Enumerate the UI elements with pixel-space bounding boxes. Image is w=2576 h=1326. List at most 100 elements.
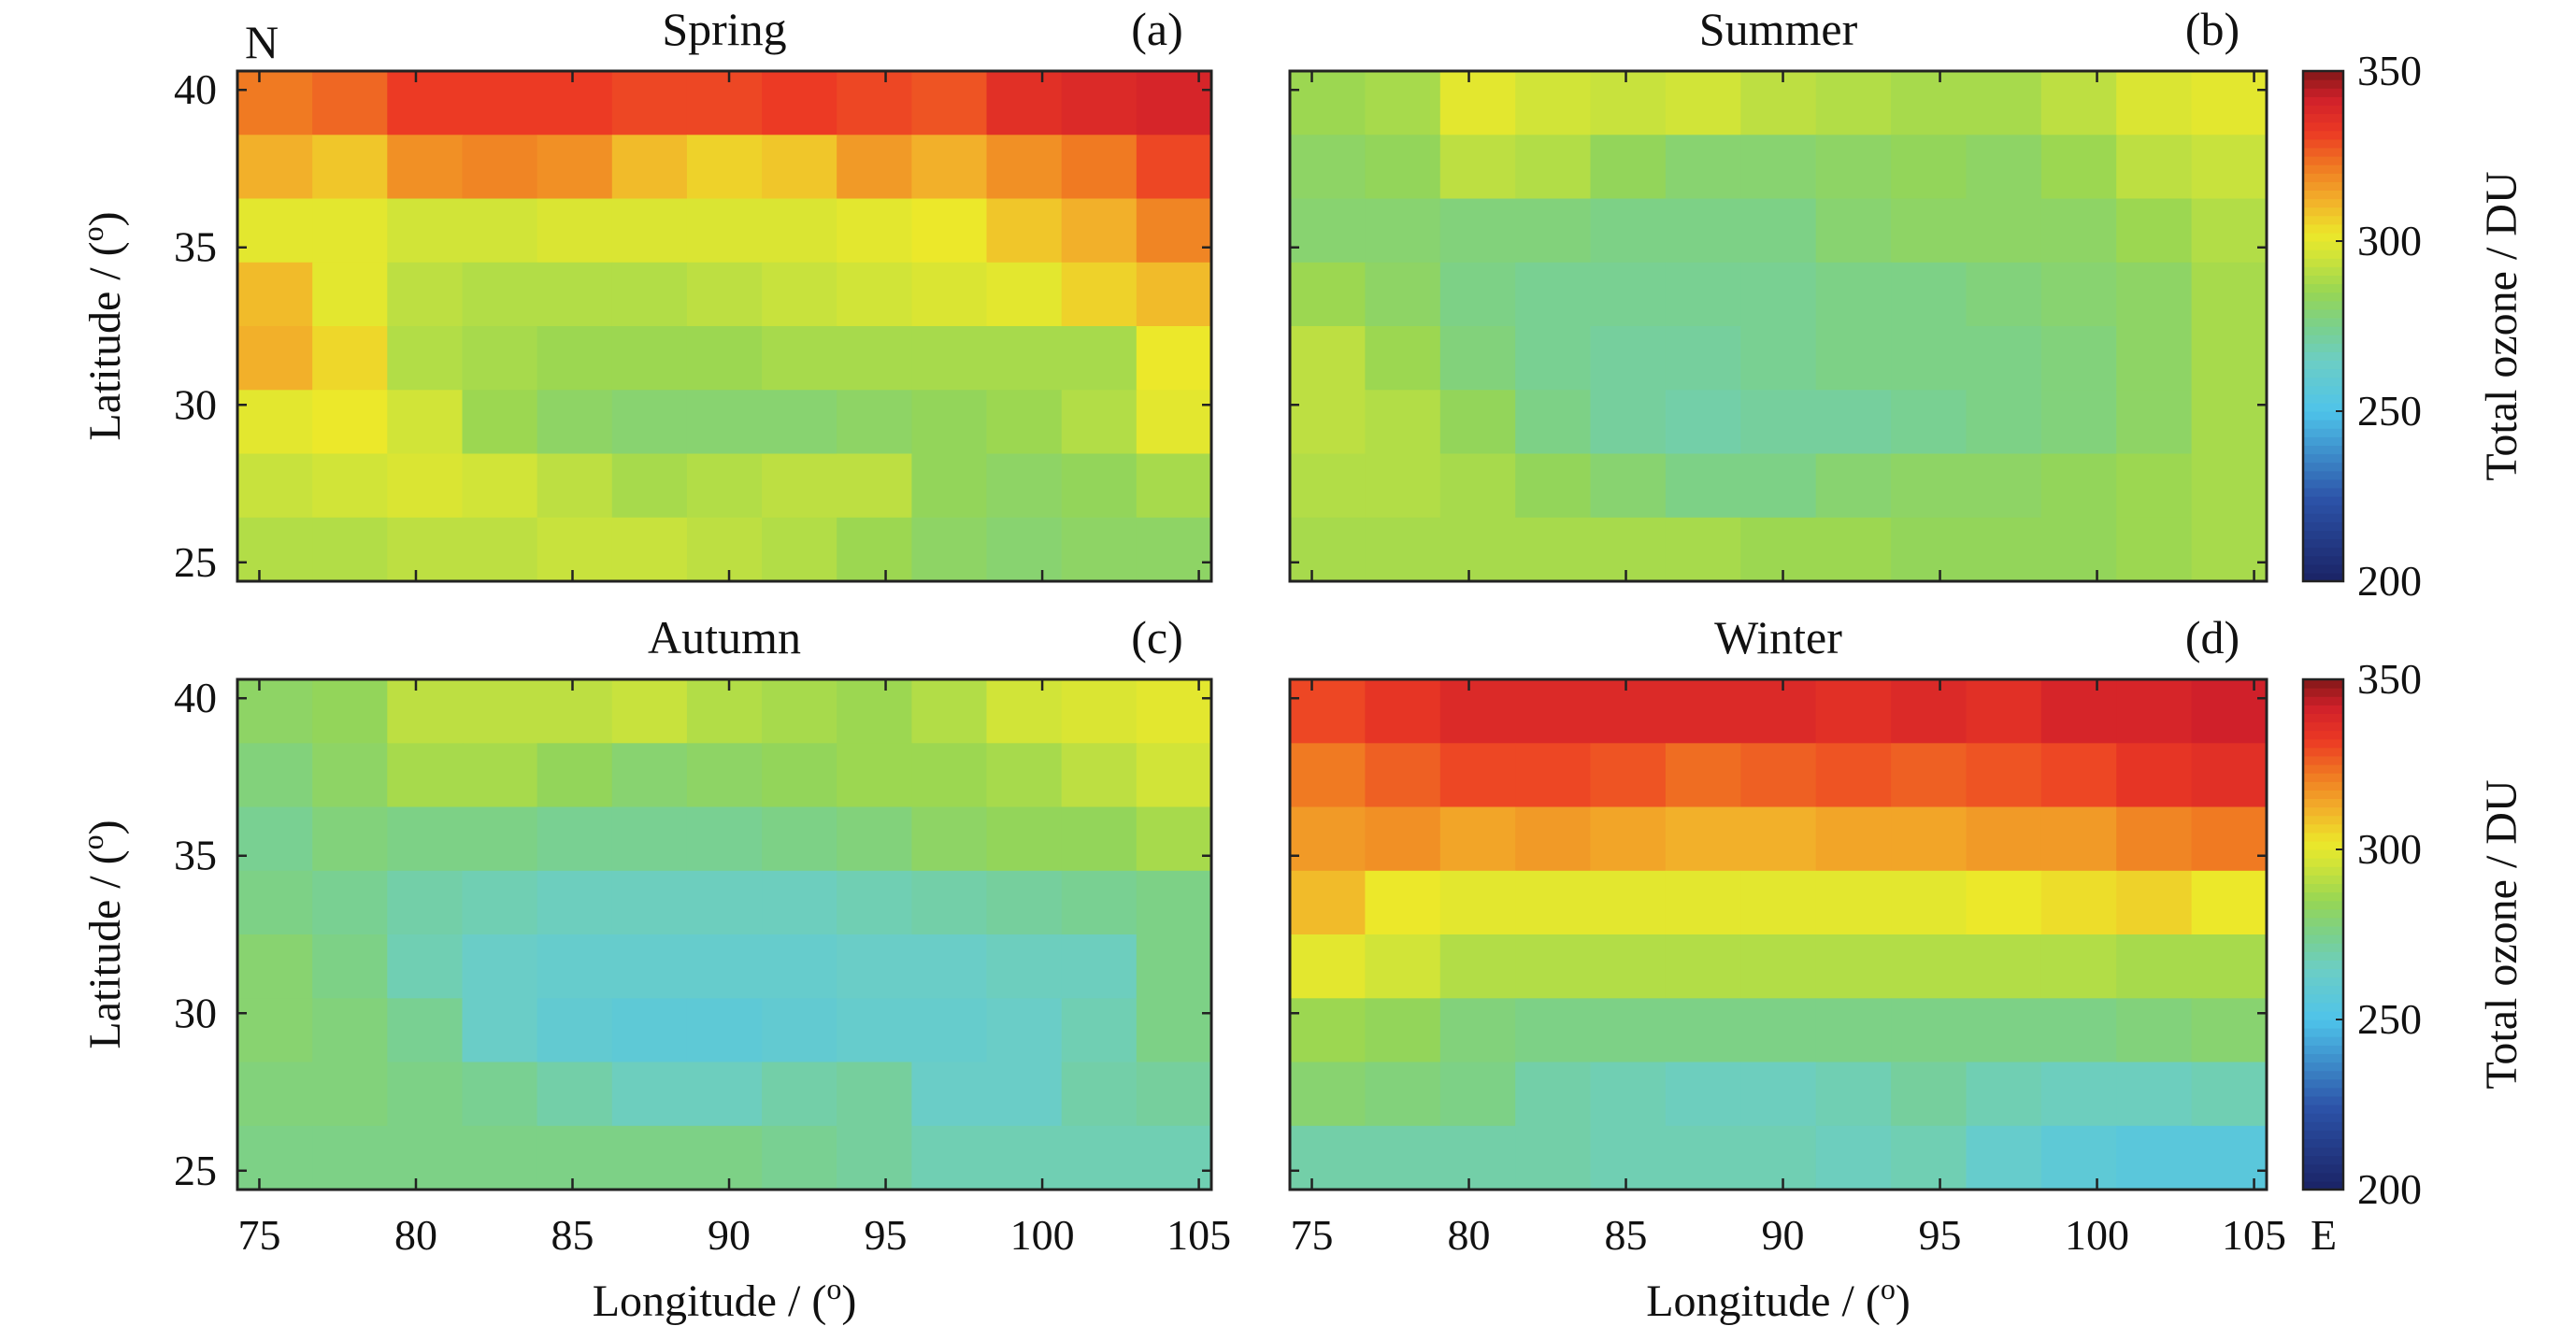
- colorbar-segment: [2303, 232, 2343, 242]
- colorbar-frame: [2301, 69, 2345, 583]
- heatmap-cell: [1665, 1125, 1741, 1191]
- heatmap-cell: [686, 198, 763, 264]
- heatmap-cell: [1136, 390, 1212, 455]
- colorbar-segment: [2303, 1070, 2343, 1080]
- colorbar-segment: [2303, 849, 2343, 859]
- heatmap-cell: [837, 743, 912, 808]
- heatmap-cell: [387, 870, 464, 935]
- heatmap-cell: [237, 135, 313, 200]
- heatmap-cell: [387, 71, 464, 135]
- heatmap-cell: [611, 262, 688, 327]
- heatmap-cell: [312, 870, 388, 935]
- heatmap-cell: [762, 870, 837, 935]
- heatmap-cell: [1966, 517, 2042, 582]
- heatmap-cell: [237, 390, 313, 455]
- heatmap-cell: [911, 517, 988, 582]
- heatmap-cell: [387, 198, 464, 264]
- heatmap-cell: [237, 679, 313, 744]
- colorbar-segment: [2303, 190, 2343, 200]
- heatmap-cell: [986, 679, 1063, 744]
- heatmap-cell: [2191, 679, 2268, 744]
- colorbar-tick-label: 350: [2357, 655, 2422, 703]
- heatmap-cell: [462, 679, 538, 744]
- heatmap-cell: [1136, 135, 1212, 200]
- heatmap-cell: [1966, 1125, 2042, 1191]
- heatmap-cell: [1439, 998, 1516, 1063]
- x-tick-label: 90: [708, 1211, 751, 1259]
- heatmap-cell: [1365, 870, 1441, 935]
- heatmap-cell: [1365, 1062, 1441, 1127]
- heatmap-cell: [2116, 679, 2193, 744]
- heatmap-cell: [1665, 326, 1741, 391]
- heatmap-cell: [2191, 390, 2268, 455]
- heatmap-cell: [1515, 326, 1592, 391]
- heatmap-cell: [2040, 71, 2117, 135]
- heatmap-cell: [1815, 390, 1892, 455]
- heatmap-cell: [1665, 517, 1741, 582]
- heatmap-cell: [237, 198, 313, 264]
- heatmap-cell: [1590, 390, 1667, 455]
- heatmap-cell: [462, 870, 538, 935]
- heatmap-cell: [611, 390, 688, 455]
- heatmap-cell: [911, 198, 988, 264]
- colorbar-segment: [2303, 1036, 2343, 1046]
- heatmap-cell: [837, 390, 912, 455]
- heatmap-cell: [1061, 1062, 1138, 1127]
- heatmap-cell: [1365, 679, 1441, 744]
- heatmap-cell: [312, 198, 388, 264]
- heatmap-cell: [537, 870, 613, 935]
- heatmap-cell: [462, 135, 538, 200]
- heatmap-cell: [1515, 453, 1592, 519]
- panel-title: Summer: [1699, 3, 1858, 55]
- colorbar-segment: [2303, 368, 2343, 378]
- heatmap-cell: [1290, 934, 1366, 999]
- y-tick-label: 30: [174, 989, 217, 1036]
- heatmap-cell: [986, 390, 1063, 455]
- colorbar-segment: [2303, 1019, 2343, 1029]
- heatmap-cell: [1966, 743, 2042, 808]
- heatmap-cell: [2040, 870, 2117, 935]
- heatmap-cell: [1966, 870, 2042, 935]
- heatmap-cell: [2116, 870, 2193, 935]
- colorbar-segment: [2303, 1180, 2343, 1191]
- heatmap-cell: [1136, 934, 1212, 999]
- colorbar-segment: [2303, 377, 2343, 387]
- plot-frame: [236, 677, 1213, 1191]
- heatmap-cell: [312, 517, 388, 582]
- x-axis-label: Longitude / (o): [593, 1272, 857, 1326]
- heatmap-cell: [1365, 326, 1441, 391]
- y-tick-label: 40: [174, 65, 217, 113]
- heatmap-cell: [762, 998, 837, 1063]
- heatmap-cell: [1740, 806, 1817, 872]
- heatmap-cell: [1439, 262, 1516, 327]
- heatmap-cell: [1515, 1125, 1592, 1191]
- heatmap-cell: [911, 934, 988, 999]
- heatmap-cell: [837, 870, 912, 935]
- heatmap-cell: [1136, 679, 1212, 744]
- heatmap-cell: [1891, 679, 1968, 744]
- colorbar-segment: [2303, 1095, 2343, 1105]
- colorbar-segment: [2303, 275, 2343, 285]
- heatmap-cell: [911, 135, 988, 200]
- colorbar-tick-label: 250: [2357, 995, 2422, 1043]
- heatmap-cell: [1891, 135, 1968, 200]
- heatmap-cell: [537, 743, 613, 808]
- heatmap-cell: [1740, 1125, 1817, 1191]
- panel-tag: (d): [2185, 611, 2240, 663]
- heatmap-cell: [1136, 1062, 1212, 1127]
- heatmap-cell: [1815, 453, 1892, 519]
- heatmap-cell: [2116, 71, 2193, 135]
- heatmap-cell: [611, 679, 688, 744]
- heatmap-cell: [1665, 71, 1741, 135]
- heatmap-cell: [237, 453, 313, 519]
- heatmap-cell: [1815, 71, 1892, 135]
- heatmap-cell: [2191, 806, 2268, 872]
- heatmap-cell: [686, 390, 763, 455]
- heatmap-cell: [387, 998, 464, 1063]
- colorbar-segment: [2303, 538, 2343, 549]
- colorbar-tick-label: 300: [2357, 825, 2422, 873]
- heatmap-cell: [387, 934, 464, 999]
- x-tick-label: 95: [865, 1211, 908, 1259]
- x-tick-label: 75: [237, 1211, 280, 1259]
- heatmap-cell: [1515, 998, 1592, 1063]
